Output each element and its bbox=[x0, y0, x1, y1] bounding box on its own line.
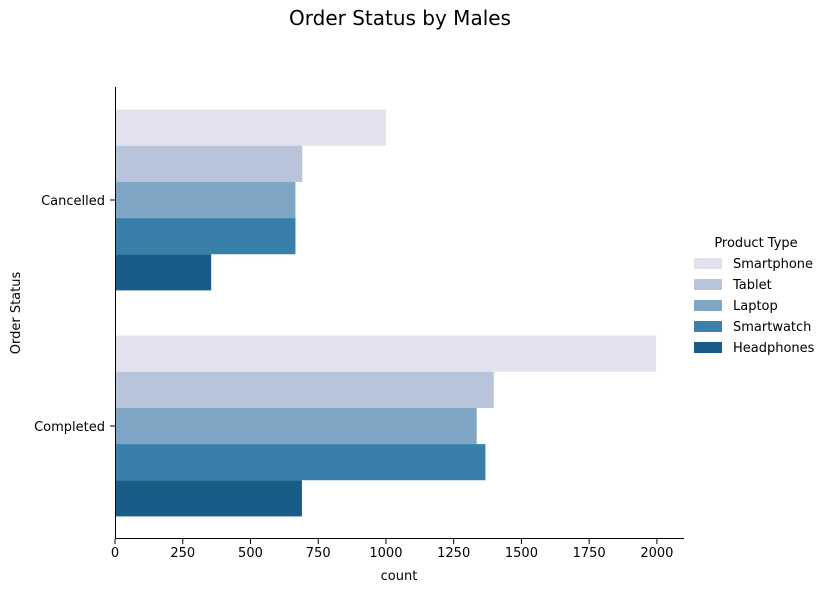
chart-title: Order Status by Males bbox=[289, 6, 511, 30]
legend-label-smartphone: Smartphone bbox=[733, 257, 813, 272]
legend-swatch-headphones bbox=[694, 342, 722, 353]
x-tick-label: 500 bbox=[238, 546, 263, 561]
bar-smartwatch-completed bbox=[115, 444, 486, 481]
legend-label-laptop: Laptop bbox=[733, 299, 778, 314]
bar-headphones-completed bbox=[115, 480, 302, 517]
legend-label-smartwatch: Smartwatch bbox=[733, 320, 811, 335]
x-tick-label: 1500 bbox=[505, 546, 538, 561]
y-tick-label: Completed bbox=[34, 420, 105, 435]
legend-label-tablet: Tablet bbox=[732, 278, 772, 293]
x-tick-label: 2000 bbox=[640, 546, 673, 561]
x-axis-label: count bbox=[381, 569, 418, 584]
bar-smartwatch-cancelled bbox=[115, 218, 296, 255]
legend-swatch-smartphone bbox=[694, 258, 722, 269]
legend-swatch-laptop bbox=[694, 300, 722, 311]
x-tick-label: 1000 bbox=[369, 546, 402, 561]
legend: Smartphone Tablet Laptop Smartwatch Headphon… bbox=[694, 257, 815, 356]
bar-laptop-cancelled bbox=[115, 181, 296, 219]
x-tick-label: 750 bbox=[306, 546, 331, 561]
y-axis-label: Order Status bbox=[9, 272, 24, 355]
legend-swatch-tablet bbox=[694, 279, 722, 290]
legend-title: Product Type bbox=[714, 236, 797, 251]
y-tick-label: Cancelled bbox=[41, 194, 105, 209]
bar-tablet-completed bbox=[115, 371, 494, 408]
bar-headphones-cancelled bbox=[115, 254, 212, 291]
x-ticks-group: 0 250 500 750 1000 1250 1500 1750 2000 bbox=[111, 539, 673, 561]
bar-smartphone-cancelled bbox=[115, 109, 386, 146]
y-ticks-group: Cancelled Completed bbox=[34, 194, 115, 435]
bar-laptop-completed bbox=[115, 407, 477, 445]
x-tick-label: 0 bbox=[111, 546, 119, 561]
bar-smartphone-completed bbox=[115, 335, 657, 372]
x-tick-label: 250 bbox=[170, 546, 195, 561]
bars-group bbox=[115, 109, 657, 517]
bar-tablet-cancelled bbox=[115, 145, 303, 182]
x-tick-label: 1750 bbox=[573, 546, 606, 561]
legend-label-headphones: Headphones bbox=[733, 341, 815, 356]
legend-swatch-smartwatch bbox=[694, 321, 722, 332]
x-tick-label: 1250 bbox=[437, 546, 470, 561]
